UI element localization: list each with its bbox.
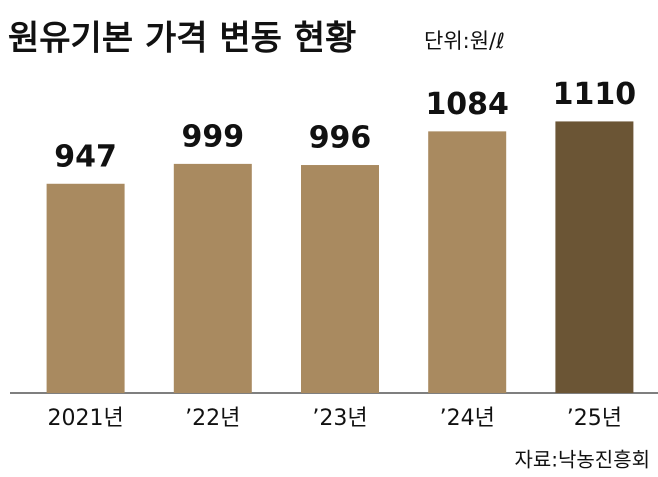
chart-title: 원유기본 가격 변동 현황: [8, 19, 356, 59]
source: 자료:낙농진흥회: [514, 448, 650, 472]
bar: [428, 131, 507, 393]
x-tick-label: ’22년: [185, 406, 240, 431]
value-label: 1110: [553, 77, 637, 112]
value-label: 1084: [425, 87, 509, 122]
bar: [173, 163, 252, 393]
bar: [46, 183, 125, 393]
value-label: 999: [181, 119, 244, 154]
bar: [555, 121, 634, 394]
x-tick-label: ’25년: [567, 406, 622, 431]
chart-subtitle: 단위:원/ℓ: [424, 29, 505, 53]
x-tick-label: ’23년: [312, 406, 367, 431]
value-label: 947: [54, 139, 117, 174]
bar: [301, 165, 379, 393]
x-tick-label: 2021년: [47, 406, 123, 431]
value-label: 996: [309, 121, 372, 156]
x-tick-label: ’24년: [440, 406, 495, 431]
